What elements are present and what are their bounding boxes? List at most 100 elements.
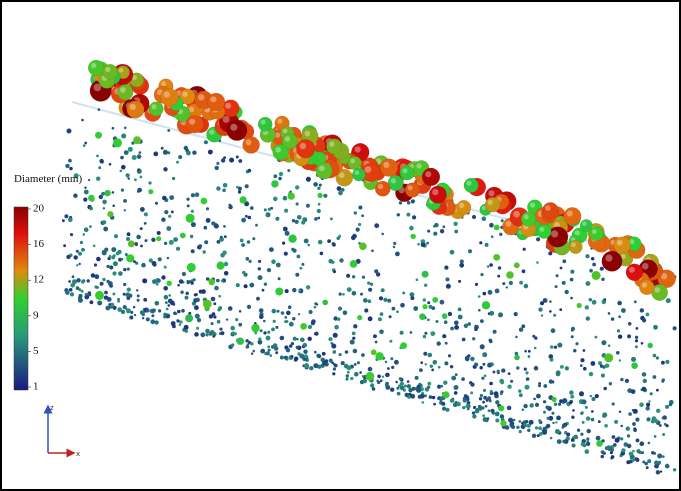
particle xyxy=(592,262,596,267)
particle xyxy=(514,351,519,356)
particle xyxy=(170,210,174,214)
particle xyxy=(167,298,173,304)
particle xyxy=(580,364,583,367)
particle xyxy=(564,366,570,371)
particle xyxy=(534,426,539,430)
particle xyxy=(419,368,423,372)
particle xyxy=(489,339,493,344)
particle xyxy=(591,410,594,413)
particle xyxy=(165,307,169,311)
colorbar-tick-label: 16 xyxy=(33,238,45,250)
particle xyxy=(343,363,349,369)
particle xyxy=(297,313,301,316)
particle-highlight xyxy=(198,94,205,101)
particle xyxy=(513,262,520,269)
particle xyxy=(248,259,252,263)
particle xyxy=(647,342,653,349)
particle xyxy=(156,231,161,235)
particle xyxy=(518,389,522,393)
particle xyxy=(528,419,534,425)
particle xyxy=(417,242,420,246)
particle xyxy=(514,354,520,361)
particle xyxy=(474,282,479,286)
particle xyxy=(127,146,133,152)
particle xyxy=(166,226,172,231)
particle xyxy=(263,282,268,286)
particle xyxy=(297,215,302,220)
particle xyxy=(394,359,399,365)
particle xyxy=(345,374,349,378)
particle xyxy=(367,281,371,285)
particle xyxy=(127,240,135,248)
particle xyxy=(655,356,660,360)
particle xyxy=(292,336,297,341)
particle xyxy=(81,247,85,252)
particle xyxy=(585,416,591,421)
particle xyxy=(602,451,606,455)
particle xyxy=(133,260,136,263)
particle xyxy=(282,195,288,201)
particle xyxy=(257,339,263,345)
particle xyxy=(553,313,557,317)
particle xyxy=(406,384,412,389)
particle xyxy=(591,396,596,402)
particle xyxy=(672,468,677,472)
particle xyxy=(328,358,333,363)
particle xyxy=(482,400,485,404)
particle xyxy=(352,336,356,340)
particle xyxy=(647,441,651,445)
particle xyxy=(471,411,476,415)
particle xyxy=(301,220,306,225)
particle xyxy=(657,460,662,465)
particle xyxy=(463,323,469,328)
particle-highlight xyxy=(616,239,623,246)
particle xyxy=(610,317,615,321)
particle xyxy=(391,365,395,369)
particle xyxy=(387,298,392,303)
particle xyxy=(223,156,227,160)
particle xyxy=(656,408,661,413)
particle xyxy=(178,323,182,327)
particle-highlight xyxy=(407,185,413,191)
particle-highlight xyxy=(318,165,325,172)
particle xyxy=(117,84,134,101)
particle xyxy=(470,356,475,362)
particle xyxy=(521,421,524,425)
particle xyxy=(65,290,70,295)
particle xyxy=(287,169,291,172)
particle xyxy=(210,296,216,302)
particle xyxy=(505,286,508,289)
particle xyxy=(370,282,374,286)
particle xyxy=(525,371,529,375)
particle xyxy=(409,292,415,297)
particle xyxy=(176,319,180,323)
particle xyxy=(656,388,659,392)
particle xyxy=(123,268,127,272)
particle xyxy=(136,298,140,302)
particle xyxy=(444,341,448,345)
particle xyxy=(78,251,82,256)
particle xyxy=(109,265,114,270)
particle xyxy=(216,186,221,191)
particle xyxy=(358,205,363,210)
particle xyxy=(439,229,445,234)
particle xyxy=(396,391,401,396)
particle xyxy=(277,277,281,281)
particle xyxy=(602,413,607,418)
particle xyxy=(156,236,162,242)
particle xyxy=(179,232,186,239)
particle xyxy=(162,149,168,155)
particle xyxy=(186,150,191,156)
particle xyxy=(554,429,560,434)
particle xyxy=(652,353,657,358)
particle xyxy=(186,197,190,201)
particle xyxy=(536,434,540,438)
particle-highlight xyxy=(91,62,97,69)
particle xyxy=(167,304,171,307)
particle xyxy=(594,335,598,339)
particle xyxy=(381,375,385,378)
particle xyxy=(506,271,514,279)
particle xyxy=(393,241,397,245)
particle xyxy=(481,406,485,410)
particle xyxy=(497,266,502,270)
